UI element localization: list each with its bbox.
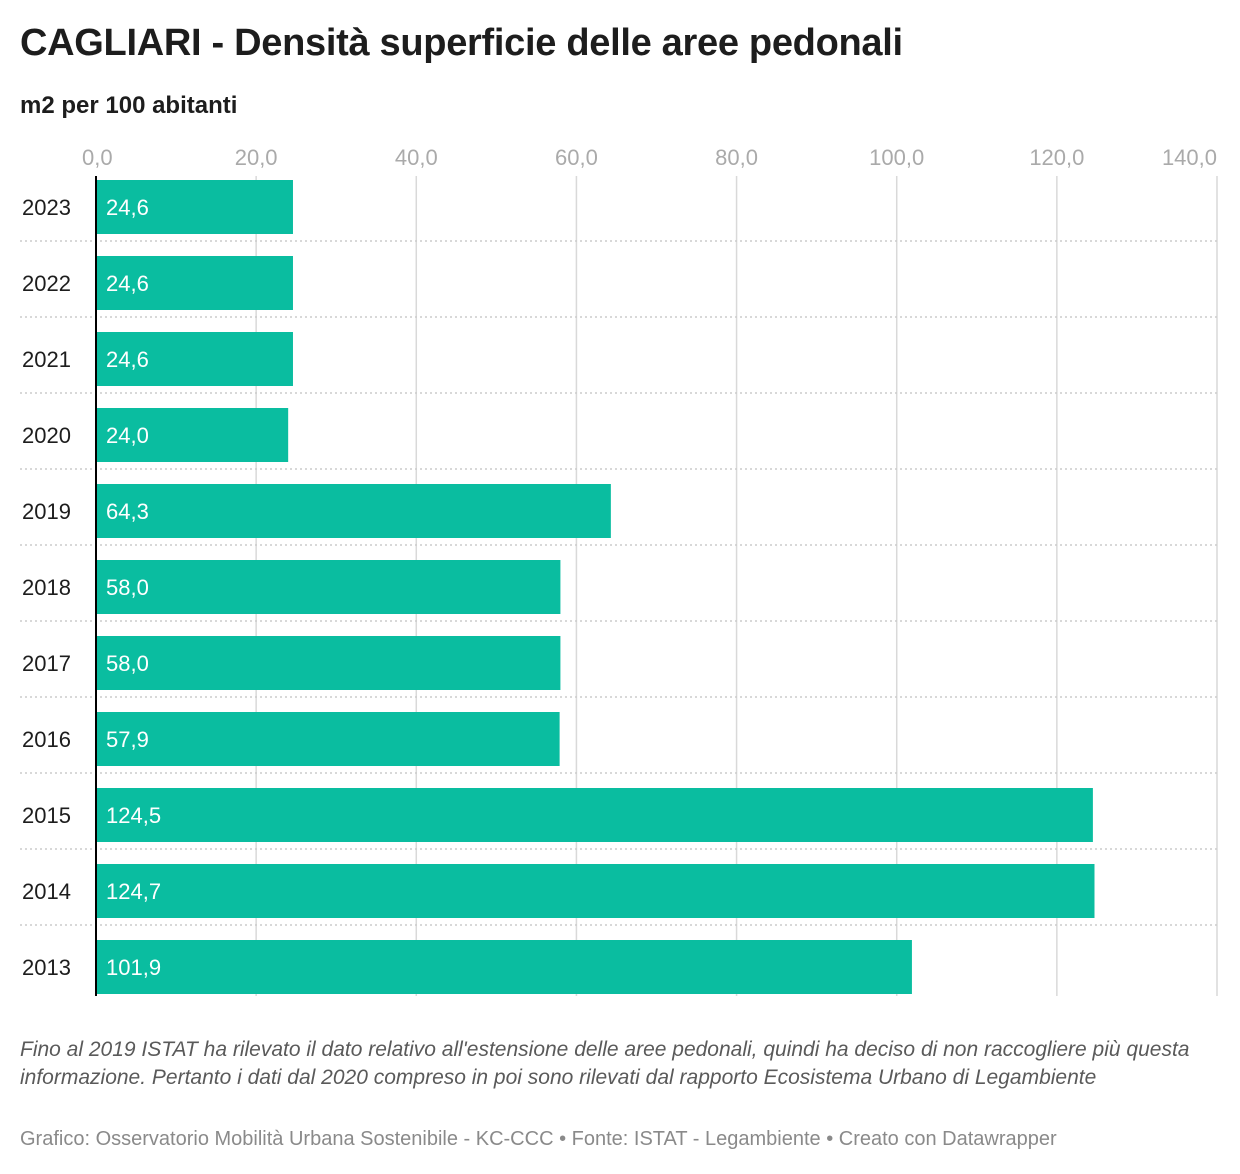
bar <box>96 712 560 766</box>
chart-title: CAGLIARI - Densità superficie delle aree… <box>20 22 903 64</box>
bar <box>96 408 289 462</box>
bar <box>96 788 1093 842</box>
category-label: 2013 <box>22 955 71 980</box>
category-label: 2023 <box>22 195 71 220</box>
bar-value-label: 24,6 <box>106 347 149 372</box>
bar-value-label: 24,6 <box>106 195 149 220</box>
chart-subtitle: m2 per 100 abitanti <box>20 92 238 119</box>
x-tick-label: 120,0 <box>1029 145 1084 170</box>
bar-chart: 0,0 20,0 40,0 60,0 80,0 100,0 120,0 140,0 24,6 20… <box>20 145 1218 996</box>
bar-value-label: 101,9 <box>106 955 161 980</box>
category-label: 2017 <box>22 651 71 676</box>
bar-value-label: 58,0 <box>106 575 149 600</box>
bar-value-label: 58,0 <box>106 651 149 676</box>
bar-value-label: 124,7 <box>106 879 161 904</box>
chart-notes: Fino al 2019 ISTAT ha rilevato il dato r… <box>20 1038 1190 1089</box>
x-tick-label: 100,0 <box>869 145 924 170</box>
bar <box>96 940 912 994</box>
x-tick-label: 40,0 <box>395 145 438 170</box>
bar <box>96 180 293 234</box>
bar <box>96 560 561 614</box>
category-label: 2021 <box>22 347 71 372</box>
category-label: 2022 <box>22 271 71 296</box>
x-tick-label: 0,0 <box>82 145 113 170</box>
bar-value-label: 64,3 <box>106 499 149 524</box>
category-label: 2016 <box>22 727 71 752</box>
category-label: 2015 <box>22 803 71 828</box>
category-label: 2014 <box>22 879 71 904</box>
bar <box>96 256 293 310</box>
bar-value-label: 57,9 <box>106 727 149 752</box>
x-tick-label: 140,0 <box>1162 145 1217 170</box>
chart-credits: Grafico: Osservatorio Mobilità Urbana So… <box>20 1128 1057 1150</box>
bar <box>96 636 561 690</box>
category-label: 2019 <box>22 499 71 524</box>
category-label: 2018 <box>22 575 71 600</box>
bar <box>96 332 293 386</box>
bar-value-label: 24,6 <box>106 271 149 296</box>
category-label: 2020 <box>22 423 71 448</box>
bar <box>96 864 1095 918</box>
bar-value-label: 24,0 <box>106 423 149 448</box>
x-tick-label: 20,0 <box>235 145 278 170</box>
bar-value-label: 124,5 <box>106 803 161 828</box>
x-tick-label: 80,0 <box>715 145 758 170</box>
bar <box>96 484 611 538</box>
x-tick-label: 60,0 <box>555 145 598 170</box>
